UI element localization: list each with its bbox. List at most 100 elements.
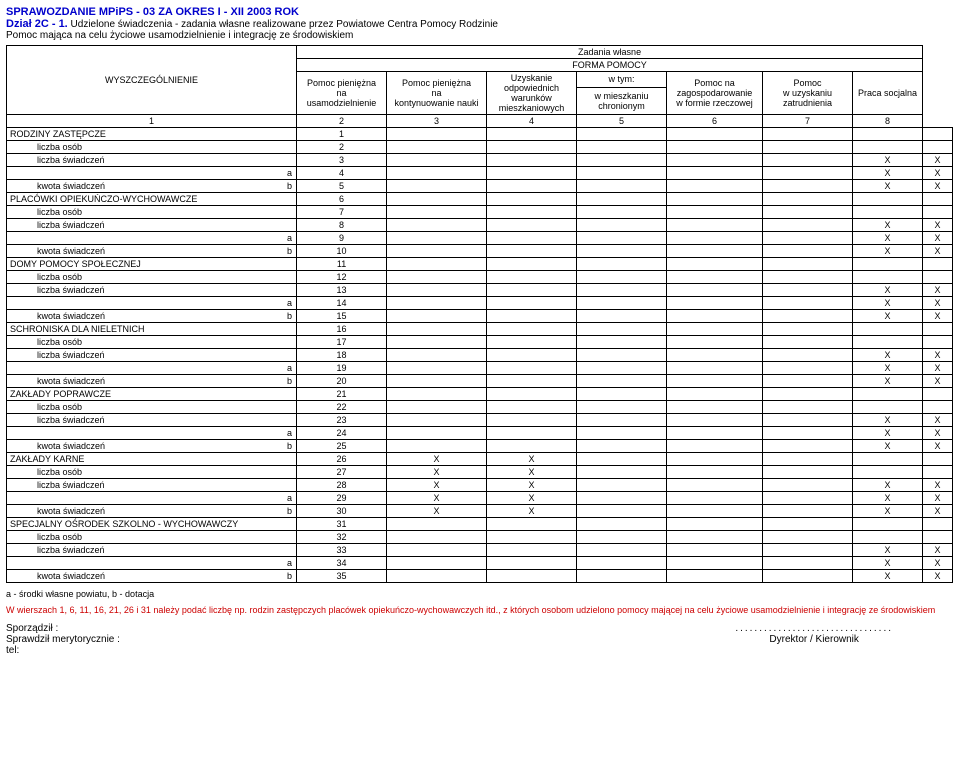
table-cell	[667, 557, 763, 570]
table-cell: 28	[297, 479, 387, 492]
table-cell	[577, 401, 667, 414]
table-cell	[487, 271, 577, 284]
table-cell: X	[923, 479, 953, 492]
table-cell: 10	[297, 245, 387, 258]
table-cell	[387, 219, 487, 232]
table-cell	[923, 271, 953, 284]
table-cell	[577, 388, 667, 401]
table-cell	[763, 414, 853, 427]
section-desc: Udzielone świadczenia - zadania własne r…	[71, 19, 498, 30]
table-cell: X	[853, 479, 923, 492]
table-cell	[853, 518, 923, 531]
table-cell: liczba świadczeń	[7, 349, 267, 362]
table-cell	[577, 180, 667, 193]
table-cell: X	[853, 544, 923, 557]
table-cell	[387, 245, 487, 258]
table-cell: liczba świadczeń	[7, 219, 267, 232]
colnum-7: 7	[763, 115, 853, 128]
table-cell	[577, 479, 667, 492]
table-cell: X	[923, 375, 953, 388]
table-cell: X	[853, 375, 923, 388]
table-cell: 3	[297, 154, 387, 167]
table-cell	[667, 531, 763, 544]
table-cell: ZAKŁADY KARNE	[7, 453, 267, 466]
table-cell: X	[923, 570, 953, 583]
table-cell	[577, 531, 667, 544]
table-cell	[577, 570, 667, 583]
table-cell: 27	[297, 466, 387, 479]
table-cell	[667, 349, 763, 362]
table-cell	[267, 284, 297, 297]
table-cell	[667, 258, 763, 271]
table-cell: kwota świadczeń	[7, 180, 237, 193]
table-row: liczba osób7	[7, 206, 953, 219]
table-cell	[487, 518, 577, 531]
table-cell	[577, 193, 667, 206]
table-cell: X	[853, 440, 923, 453]
table-cell: X	[923, 544, 953, 557]
table-row: PLACÓWKI OPIEKUŃCZO-WYCHOWAWCZE6	[7, 193, 953, 206]
table-cell: X	[487, 466, 577, 479]
table-cell: liczba osób	[7, 206, 267, 219]
table-cell: X	[923, 440, 953, 453]
table-cell	[667, 427, 763, 440]
table-row: liczba świadczeń8XX	[7, 219, 953, 232]
sign-dyrektor: Dyrektor / Kierownik	[735, 634, 893, 645]
table-cell: 20	[297, 375, 387, 388]
table-cell	[487, 570, 577, 583]
table-cell: kwota świadczeń	[7, 310, 237, 323]
table-cell	[387, 427, 487, 440]
table-cell: X	[923, 427, 953, 440]
table-cell	[853, 128, 923, 141]
table-cell	[237, 492, 267, 505]
subtitle: Pomoc mająca na celu życiowe usamodzieln…	[6, 30, 953, 41]
table-cell: liczba osób	[7, 271, 267, 284]
table-row: liczba osób32	[7, 531, 953, 544]
table-cell	[763, 440, 853, 453]
sign-dots: .................................	[735, 623, 893, 634]
table-cell	[487, 388, 577, 401]
head-c4: Uzyskanieodpowiednichwarunkówmieszkaniow…	[487, 72, 577, 115]
table-row: SPECJALNY OŚRODEK SZKOLNO - WYCHOWAWCZY3…	[7, 518, 953, 531]
table-row: liczba osób 12	[7, 271, 953, 284]
table-cell: X	[387, 479, 487, 492]
table-cell: 29	[297, 492, 387, 505]
table-cell	[267, 518, 297, 531]
table-cell	[577, 440, 667, 453]
table-cell	[387, 284, 487, 297]
table-cell	[267, 128, 297, 141]
table-cell: 12	[297, 271, 387, 284]
table-cell	[237, 570, 267, 583]
table-cell	[577, 258, 667, 271]
table-cell: kwota świadczeń	[7, 440, 237, 453]
table-cell	[763, 375, 853, 388]
table-cell: X	[487, 492, 577, 505]
table-cell: X	[387, 453, 487, 466]
table-cell	[487, 531, 577, 544]
table-cell: X	[853, 362, 923, 375]
table-cell	[387, 310, 487, 323]
table-cell	[487, 375, 577, 388]
table-cell: X	[853, 349, 923, 362]
table-cell	[267, 349, 297, 362]
table-cell	[763, 193, 853, 206]
table-cell	[237, 245, 267, 258]
table-row: a19XX	[7, 362, 953, 375]
table-cell	[853, 206, 923, 219]
table-cell: X	[853, 492, 923, 505]
table-row: liczba świadczeń13XX	[7, 284, 953, 297]
table-cell	[667, 232, 763, 245]
table-cell	[763, 310, 853, 323]
table-cell: liczba świadczeń	[7, 284, 267, 297]
table-cell	[237, 557, 267, 570]
table-cell	[763, 531, 853, 544]
table-cell	[237, 375, 267, 388]
table-cell: X	[853, 219, 923, 232]
table-cell	[763, 570, 853, 583]
table-cell	[7, 492, 237, 505]
table-cell	[7, 557, 237, 570]
table-cell: X	[853, 414, 923, 427]
table-row: liczba świadczeń18XX	[7, 349, 953, 362]
table-cell	[487, 219, 577, 232]
table-cell	[267, 154, 297, 167]
